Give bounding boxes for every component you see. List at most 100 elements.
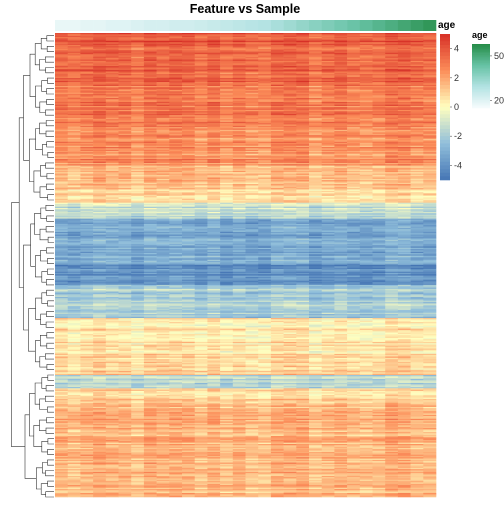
heatmap-cell	[156, 55, 170, 58]
heatmap-cell	[385, 93, 399, 96]
heatmap-cell	[245, 109, 259, 112]
heatmap-cell	[67, 76, 81, 79]
heatmap-cell	[80, 72, 94, 75]
heatmap-cell	[397, 99, 411, 101]
heatmap-row	[55, 83, 437, 86]
heatmap-cell	[55, 109, 68, 112]
heatmap-cell	[283, 63, 297, 66]
heatmap-cell	[347, 84, 361, 87]
heatmap-cell	[182, 97, 195, 100]
heatmap-cell	[258, 63, 272, 66]
heatmap-cell	[194, 34, 208, 36]
heatmap-cell	[321, 60, 335, 63]
heatmap-row	[55, 80, 437, 83]
heatmap-cell	[80, 70, 94, 72]
heatmap-cell	[182, 43, 195, 46]
heatmap-cell	[321, 111, 335, 113]
heatmap-cell	[232, 38, 246, 40]
heatmap-cell	[359, 87, 373, 89]
heatmap-cell	[182, 93, 195, 96]
heatmap-cell	[245, 64, 259, 67]
heatmap-cell	[93, 39, 107, 42]
heatmap-cell	[118, 34, 132, 36]
heatmap-cell	[309, 56, 322, 59]
heatmap-cell	[55, 44, 68, 47]
heatmap-cell	[347, 99, 361, 101]
heatmap-cell	[67, 104, 81, 107]
heatmap-cell	[182, 104, 195, 107]
heatmap-cell	[321, 105, 335, 108]
heatmap-cell	[105, 54, 119, 56]
heatmap-cell	[207, 111, 221, 113]
heatmap-cell	[207, 101, 221, 104]
heatmap-cell	[169, 109, 183, 112]
heatmap-cell	[156, 91, 170, 93]
heatmap-row	[55, 92, 437, 95]
heatmap-cell	[423, 36, 437, 39]
heatmap-cell	[372, 101, 386, 104]
heatmap-cell	[105, 105, 119, 108]
heatmap-cell	[321, 33, 335, 35]
heatmap-cell	[347, 33, 361, 35]
heatmap-cell	[232, 96, 246, 99]
heatmap-cell	[296, 64, 310, 67]
heatmap-cell	[93, 43, 107, 46]
heatmap-cell	[232, 97, 246, 100]
heatmap-cell	[359, 96, 373, 99]
age-annotation-cell	[55, 20, 68, 31]
heatmap-cell	[372, 75, 386, 78]
heatmap-cell	[347, 67, 361, 70]
heatmap-cell	[372, 79, 386, 82]
dendrogram-branch	[47, 374, 54, 381]
heatmap-cell	[80, 111, 94, 113]
heatmap-cell	[220, 74, 234, 76]
heatmap-cell	[334, 62, 348, 64]
heatmap-cell	[296, 99, 310, 101]
heatmap-cell	[105, 108, 119, 111]
heatmap-cell	[385, 105, 399, 108]
heatmap-cell	[423, 93, 437, 96]
heatmap-cell	[232, 54, 246, 56]
heatmap-cell	[232, 67, 246, 70]
heatmap-cell	[347, 87, 361, 89]
heatmap-row	[55, 48, 437, 51]
heatmap-cell	[169, 100, 183, 103]
heatmap-cell	[397, 68, 411, 71]
heatmap-cell	[309, 103, 322, 105]
heatmap-cell	[93, 51, 107, 54]
heatmap-cell	[245, 111, 259, 113]
heatmap-cell	[296, 107, 310, 109]
heatmap-cell	[118, 50, 132, 52]
heatmap-cell	[258, 83, 272, 86]
heatmap-cell	[283, 83, 297, 86]
heatmap-cell	[131, 107, 145, 109]
heatmap-cell	[296, 34, 310, 36]
age-annotation-cell	[296, 20, 310, 31]
heatmap-cell	[347, 58, 361, 60]
heatmap-cell	[118, 93, 132, 96]
heatmap-cell	[220, 78, 234, 80]
heatmap-cell	[385, 104, 399, 107]
heatmap-cell	[118, 46, 132, 48]
heatmap-cell	[359, 108, 373, 111]
heatmap-cell	[207, 52, 221, 55]
heatmap-cell	[220, 101, 234, 104]
heatmap-cell	[423, 51, 437, 54]
heatmap-cell	[245, 63, 259, 66]
heatmap-cell	[423, 35, 437, 38]
heatmap-cell	[309, 62, 322, 64]
heatmap-cell	[182, 108, 195, 111]
dendrogram-branch	[40, 313, 47, 325]
heatmap-cell	[321, 43, 335, 46]
heatmap-cell	[309, 104, 322, 107]
heatmap-cell	[131, 108, 145, 111]
heatmap-cell	[118, 39, 132, 42]
heatmap-cell	[182, 48, 195, 51]
heatmap-cell	[410, 93, 424, 96]
heatmap-cell	[169, 74, 183, 76]
heatmap-cell	[296, 91, 310, 93]
heatmap-cell	[321, 55, 335, 58]
heatmap-cell	[182, 105, 195, 108]
heatmap-cell	[156, 104, 170, 107]
heatmap-cell	[334, 99, 348, 101]
